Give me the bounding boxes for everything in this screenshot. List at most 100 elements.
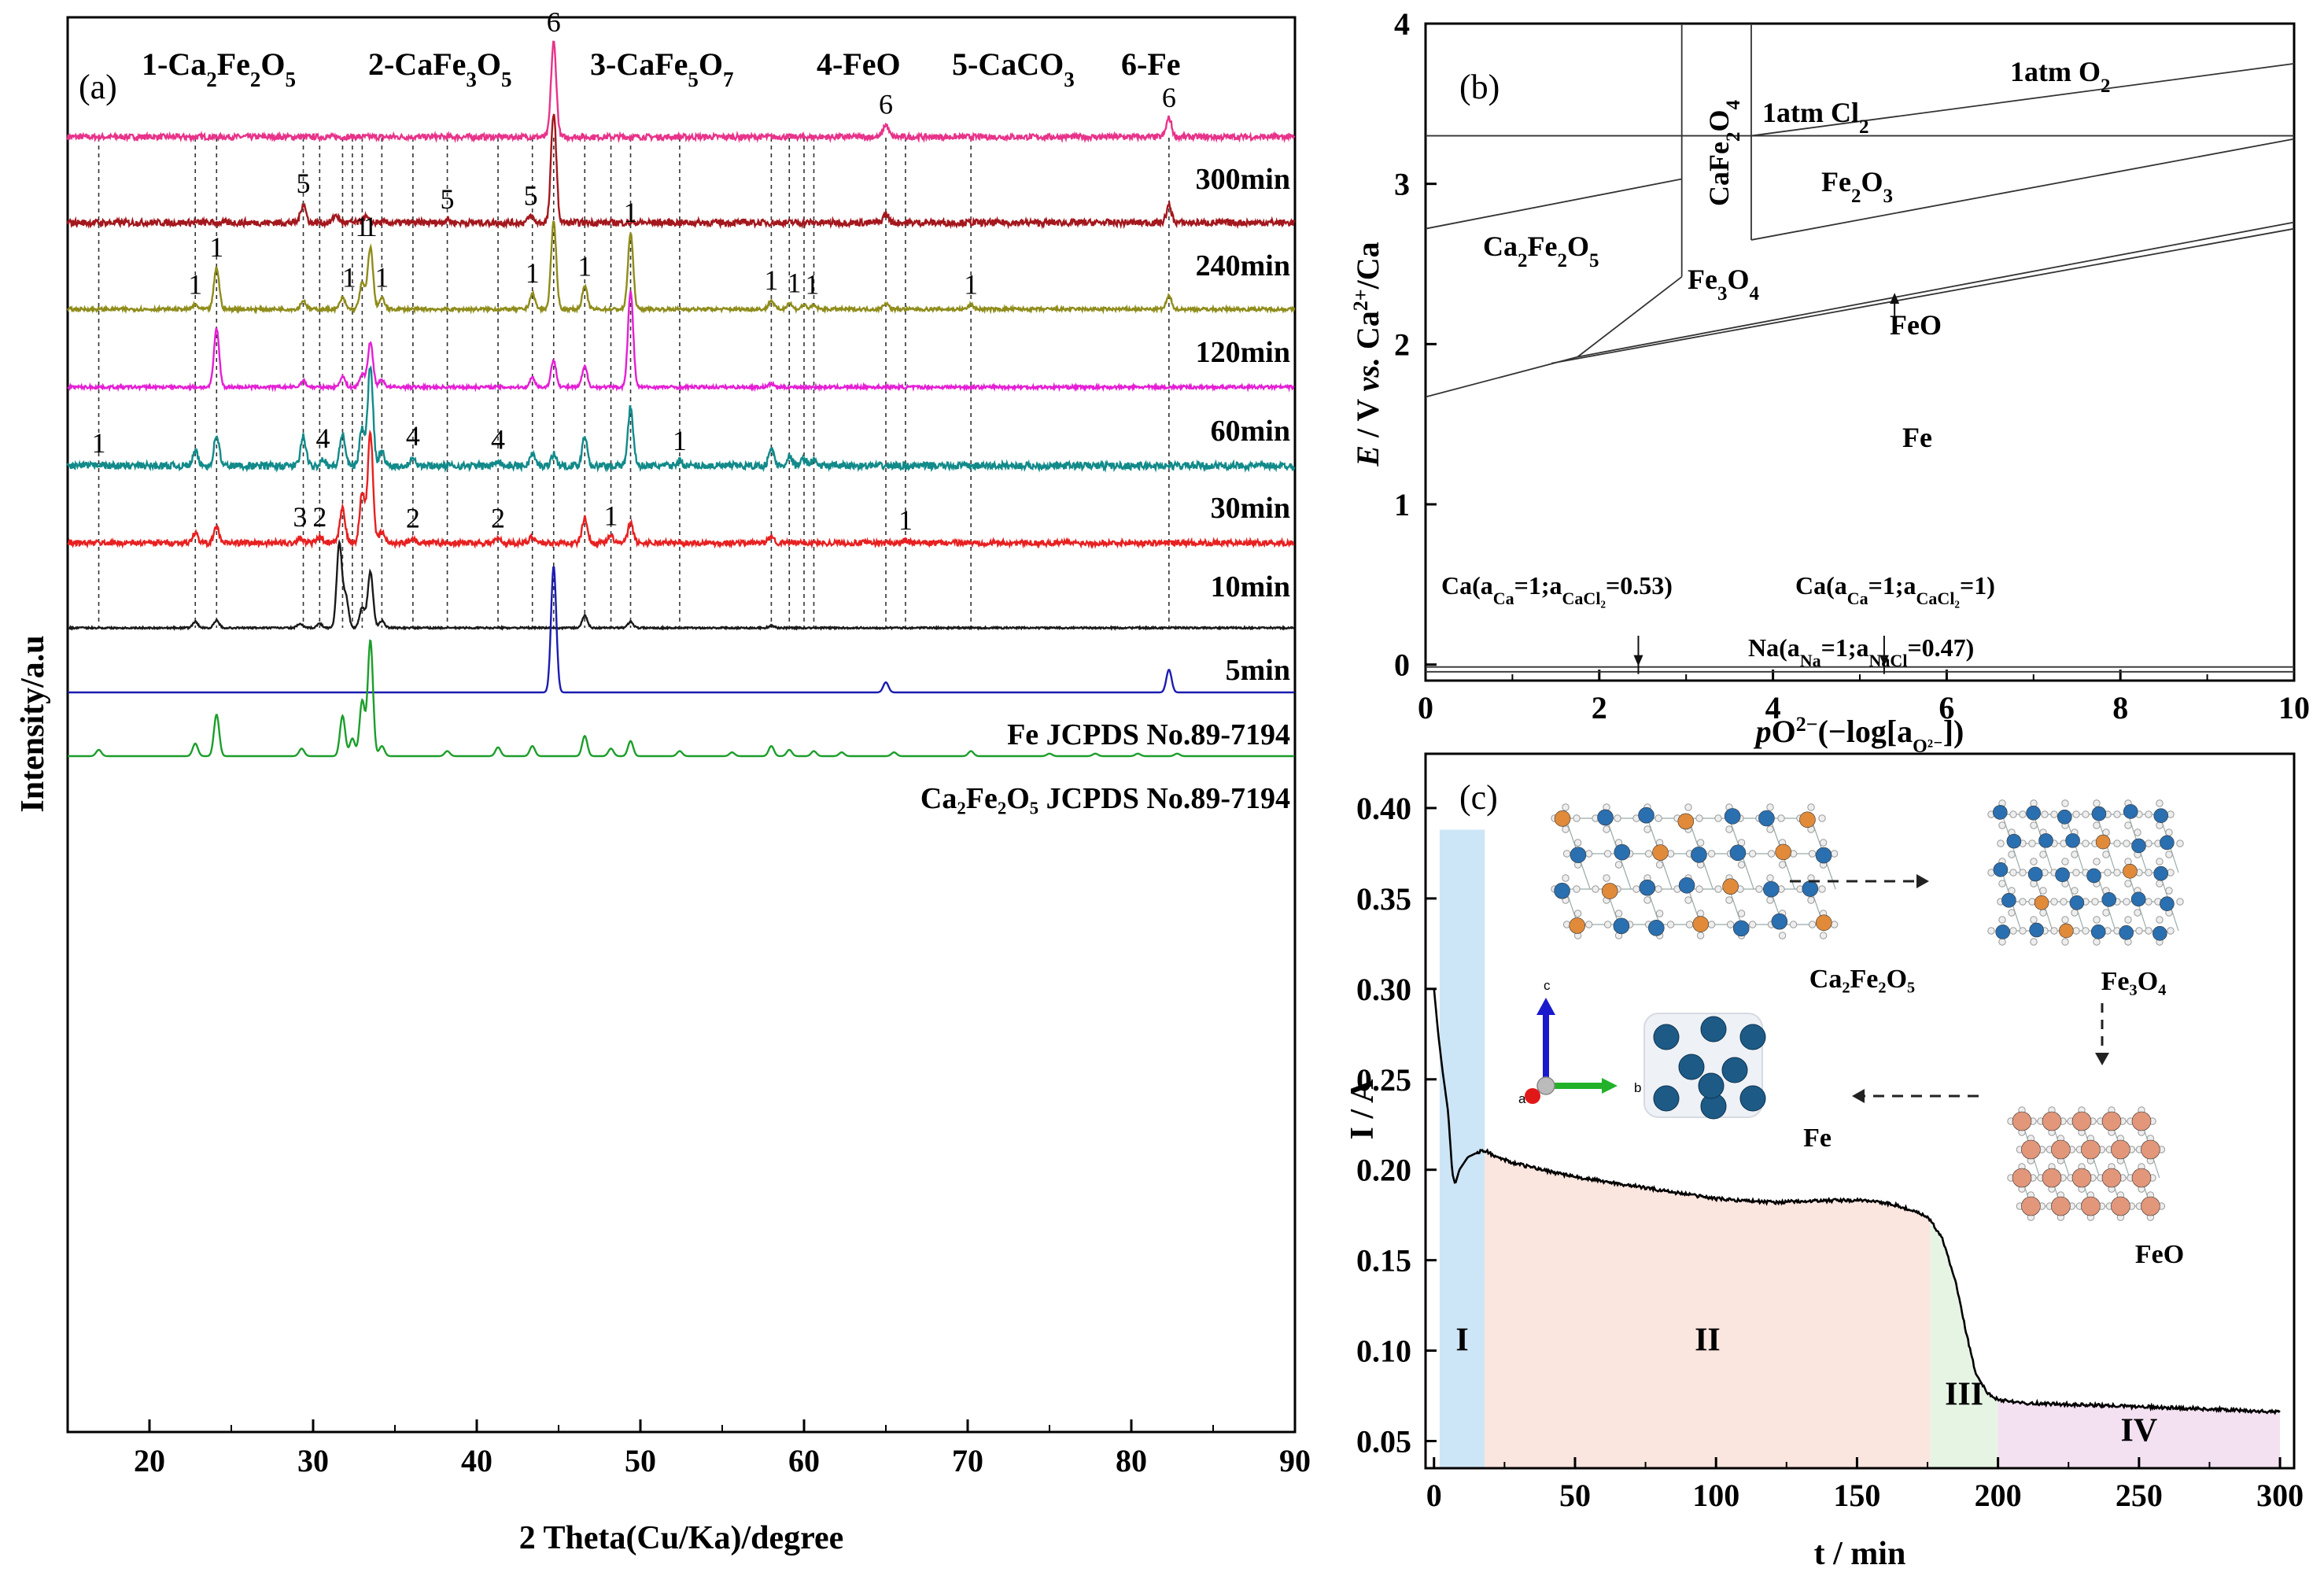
atom-icon	[2021, 1139, 2041, 1160]
xrd-peak-label: 2	[312, 501, 326, 533]
atom-icon	[1554, 810, 1571, 827]
atom-icon	[1758, 810, 1775, 827]
oxygen-atom-icon	[1766, 896, 1774, 904]
oxygen-atom-icon	[1684, 896, 1692, 904]
oxygen-atom-icon	[1685, 921, 1694, 928]
atom-icon	[1613, 917, 1630, 935]
oxygen-atom-icon	[1807, 896, 1815, 904]
atom-icon	[1993, 862, 2009, 877]
oxygen-atom-icon	[2030, 799, 2038, 807]
xrd-series-line	[66, 40, 1296, 144]
stage-region-label: I	[1455, 1323, 1468, 1359]
xrd-series-line	[67, 429, 1295, 550]
phase-boundary-line	[1577, 221, 2295, 358]
axis-c-label: c	[1544, 978, 1551, 993]
fe-atom-icon	[1653, 1085, 1680, 1112]
feo-structure-icon	[2007, 1106, 2166, 1221]
oxygen-atom-icon	[2145, 898, 2152, 906]
phase-boundary-line	[1750, 138, 2295, 241]
xrd-series-label: 120min	[1196, 336, 1290, 369]
atom-icon	[1638, 806, 1654, 824]
oxygen-atom-icon	[2019, 898, 2027, 906]
xrd-peak-label: 1	[209, 231, 223, 263]
phase-arrows	[1633, 293, 1900, 674]
oxygen-atom-icon	[1808, 921, 1817, 928]
current-x-tick-label: 0	[1426, 1478, 1442, 1513]
oxygen-atom-icon	[1655, 910, 1664, 917]
oxygen-atom-icon	[2156, 821, 2164, 829]
atom-icon	[1815, 847, 1832, 864]
xrd-y-axis-label: Intensity/a.u	[15, 635, 51, 812]
oxygen-atom-icon	[1748, 921, 1757, 928]
xrd-series-label: Ca₂Fe₂O₅ JCPDS No.89-7194	[920, 782, 1290, 815]
oxygen-atom-icon	[2156, 858, 2164, 865]
oxygen-atom-icon	[1766, 803, 1774, 811]
oxygen-atom-icon	[1998, 916, 2006, 924]
oxygen-atom-icon	[1737, 861, 1746, 869]
phase-diagram-axes: 0 2 4 6 8 10 0 1 2 3 4	[1394, 6, 2310, 725]
atom-icon	[2029, 922, 2044, 938]
feo-structure-label: FeO	[2135, 1240, 2184, 1269]
oxygen-atom-icon	[1998, 880, 2006, 888]
atom-icon	[2042, 1168, 2062, 1188]
oxygen-atom-icon	[2071, 851, 2079, 858]
panel-a-frame	[66, 16, 1297, 1434]
oxygen-atom-icon	[2156, 799, 2164, 807]
atom-icon	[1771, 913, 1788, 930]
atom-icon	[1677, 813, 1695, 830]
xrd-series-label: 60min	[1211, 415, 1290, 448]
current-x-tick-label: 150	[1833, 1478, 1880, 1513]
xrd-peak-label: 1	[355, 211, 369, 242]
region-ca2fe2o5: Ca2Fe2O5	[1483, 231, 1599, 271]
oxygen-atom-icon	[2009, 927, 2017, 935]
oxygen-atom-icon	[1603, 825, 1610, 833]
legend-item-2: 2-CaFe3O5	[368, 46, 512, 91]
phase-x-tick-label: 6	[1939, 690, 1954, 725]
fe-atom-icon	[1739, 1085, 1766, 1112]
atom-icon	[1722, 878, 1739, 895]
oxygen-atom-icon	[2165, 851, 2173, 858]
oxygen-atom-icon	[1562, 874, 1570, 882]
oxygen-atom-icon	[2071, 909, 2079, 917]
oxygen-atom-icon	[1666, 921, 1675, 928]
atom-icon	[2153, 808, 2169, 823]
atom-icon	[2051, 1196, 2071, 1216]
phase-y-tick-label: 4	[1394, 6, 1410, 42]
atom-icon	[1570, 847, 1587, 863]
atom-icon	[2160, 835, 2175, 851]
xrd-x-tick-label: 80	[1116, 1443, 1147, 1478]
oxygen-atom-icon	[1748, 850, 1757, 858]
oxygen-atom-icon	[1997, 840, 2005, 847]
legend-item-5: 5-CaCO3	[952, 46, 1075, 91]
oxygen-atom-icon	[2093, 916, 2101, 924]
xrd-peak-label: 1	[764, 264, 778, 296]
xrd-peak-label: 4	[491, 424, 505, 456]
stage-region-label: III	[1945, 1377, 1983, 1413]
oxygen-atom-icon	[2030, 821, 2038, 829]
xrd-series-label: 240min	[1196, 249, 1290, 282]
region-fe3o4: Fe3O4	[1688, 264, 1759, 304]
oxygen-atom-icon	[2093, 799, 2101, 807]
stage-region	[1998, 1399, 2281, 1468]
oxygen-atom-icon	[2061, 858, 2069, 865]
oxygen-atom-icon	[2019, 927, 2027, 935]
oxygen-atom-icon	[1573, 910, 1582, 917]
xrd-peak-label: 2	[491, 502, 505, 533]
atom-icon	[2111, 1139, 2130, 1160]
oxygen-atom-icon	[2124, 821, 2132, 829]
oxygen-atom-icon	[1654, 885, 1662, 893]
oxygen-atom-icon	[2061, 938, 2069, 946]
phase-x-axis-label: pO2−(−log[aO²⁻])	[1754, 713, 1964, 758]
oxygen-atom-icon	[1725, 896, 1733, 904]
oxygen-atom-icon	[2102, 909, 2110, 917]
xrd-peak-label: 1	[92, 427, 106, 459]
phase-region-labels: Ca2Fe2O5 Fe2O3 Fe3O4 FeO Fe 1atm Cl2 1at…	[1441, 56, 2110, 670]
oxygen-atom-icon	[1778, 861, 1787, 869]
xrd-peak-label: 3	[293, 501, 307, 533]
oxygen-atom-icon	[1695, 885, 1703, 893]
xrd-peak-label: 1	[374, 262, 389, 293]
oxygen-atom-icon	[1998, 821, 2006, 829]
oxygen-atom-icon	[1707, 850, 1716, 858]
